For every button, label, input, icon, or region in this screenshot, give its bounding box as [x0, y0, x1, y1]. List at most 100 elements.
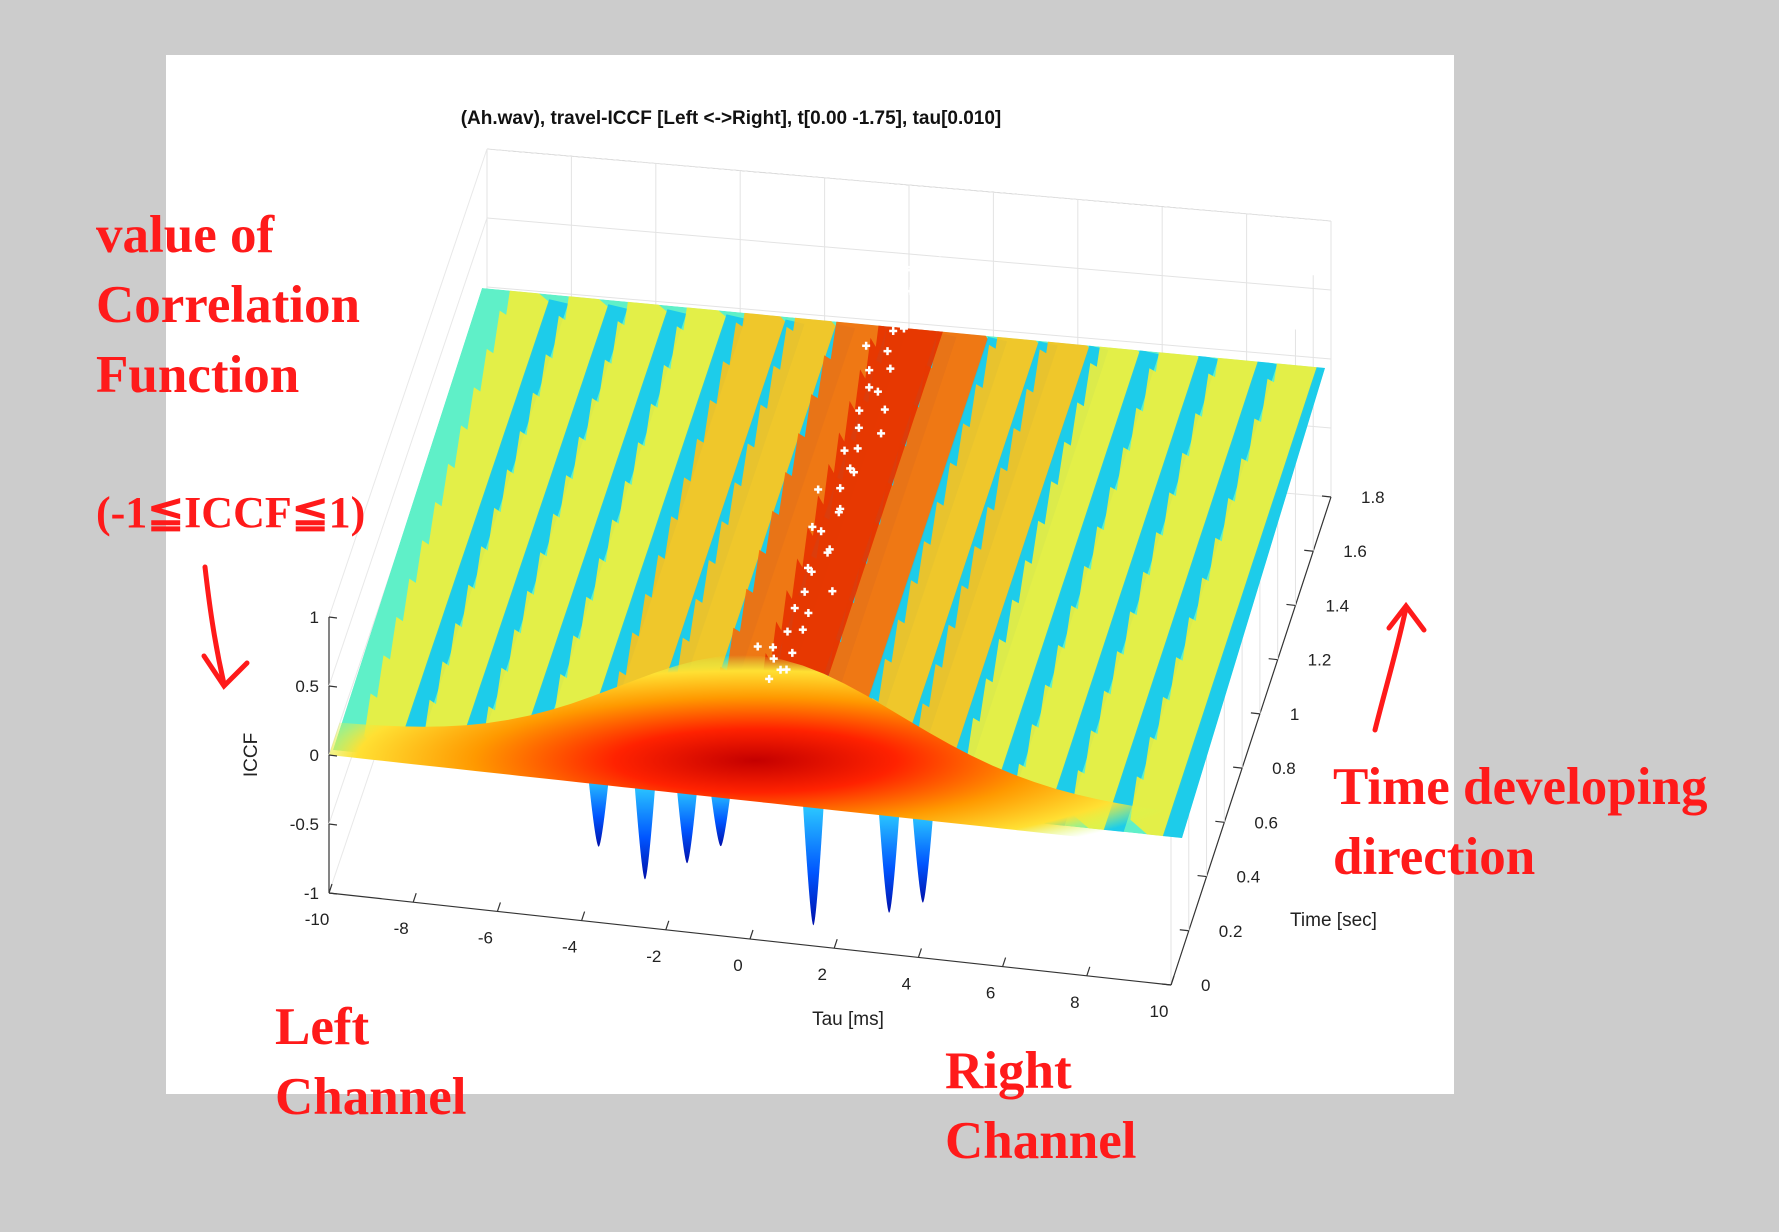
- x-tick-mark: [412, 893, 417, 903]
- peak-marker: [936, 248, 945, 257]
- z-tick-label: 0: [310, 746, 319, 765]
- peak-marker: [804, 608, 813, 617]
- surface-ridge: [903, 310, 1090, 821]
- peak-marker: [769, 654, 778, 663]
- z-tick-mark: [328, 892, 338, 895]
- y-tick-mark: [1304, 549, 1314, 552]
- peak-marker: [783, 627, 792, 636]
- central-ridge: [750, 288, 946, 799]
- peak-marker: [782, 665, 791, 674]
- y-tick-mark: [1233, 766, 1243, 769]
- peak-marker: [902, 266, 911, 275]
- y-tick-label: 0.6: [1254, 813, 1278, 832]
- y-tick-label: 1.2: [1308, 651, 1332, 670]
- time-direction-annotation: Time developing direction: [1333, 752, 1707, 892]
- peak-marker: [828, 587, 837, 596]
- x-tick-label: 2: [817, 965, 826, 984]
- y-tick-label: 1.8: [1361, 488, 1385, 507]
- y-tick-mark: [1286, 603, 1296, 607]
- surface-trough: [512, 309, 687, 778]
- peak-marker: [899, 324, 908, 333]
- peak-marker: [836, 504, 845, 513]
- peak-markers: [753, 248, 945, 683]
- z-tick-label: -0.5: [290, 815, 319, 834]
- x-tick-label: 4: [902, 974, 911, 993]
- peak-marker: [891, 303, 900, 312]
- peak-marker: [790, 604, 799, 613]
- peak-marker: [840, 446, 849, 455]
- up-arrow: [1372, 601, 1427, 733]
- peak-marker: [788, 648, 797, 657]
- surface-ridge: [423, 288, 609, 769]
- negative-dip: [802, 794, 825, 926]
- peak-marker: [753, 642, 762, 651]
- peak-mound: [329, 655, 1182, 847]
- chart-title: (Ah.wav), travel-ICCF [Left <->Right], t…: [461, 108, 1002, 129]
- peak-marker: [886, 364, 895, 373]
- x-tick-mark: [496, 902, 501, 912]
- y-tick-mark: [1161, 983, 1172, 986]
- x-tick-label: -2: [646, 947, 661, 966]
- y-tick-label: 0.2: [1219, 922, 1243, 941]
- x-tick-mark: [665, 920, 670, 930]
- grid-line: [328, 217, 488, 687]
- grid-line: [328, 148, 488, 618]
- x-tick-mark: [749, 929, 754, 940]
- peak-marker: [800, 587, 809, 596]
- y-tick-label: 1: [1290, 705, 1299, 724]
- iccf-range-annotation: (-1≦ICCF≦1): [96, 488, 366, 537]
- x-tick-label: 6: [986, 984, 995, 1003]
- x-tick-mark: [917, 948, 922, 958]
- peak-marker: [803, 563, 812, 572]
- peak-marker: [814, 485, 823, 494]
- surface-ridge: [953, 323, 1140, 827]
- z-tick-label: -1: [304, 884, 319, 903]
- negative-dip: [709, 784, 732, 847]
- axis-line: [1170, 496, 1332, 986]
- peak-marker: [865, 383, 874, 392]
- peak-marker: [880, 405, 889, 414]
- y-tick-mark: [1250, 712, 1260, 715]
- surface-trough: [983, 349, 1159, 829]
- surface-ridge: [364, 288, 550, 763]
- surface-ridge: [599, 288, 786, 788]
- surface-ridge: [852, 305, 1039, 816]
- value-label-line-2: Correlation: [96, 276, 360, 334]
- x-tick-label: 8: [1070, 993, 1079, 1012]
- x-tick-label: -6: [478, 928, 493, 947]
- negative-dips: [587, 770, 934, 926]
- peak-marker: [922, 285, 931, 294]
- peak-marker: [883, 347, 892, 356]
- surface-trough: [1101, 360, 1278, 838]
- y-tick-mark: [1321, 495, 1332, 498]
- peak-marker: [808, 522, 817, 531]
- z-tick-label: 1: [310, 608, 319, 627]
- z-axis-ticks: 1 0.5 0 -0.5 -1: [290, 608, 338, 903]
- right-channel-line-2: Channel: [945, 1112, 1137, 1170]
- value-function-annotation: value of Correlation Function: [96, 200, 360, 410]
- z-tick-label: 0.5: [295, 677, 319, 696]
- down-arrow: [201, 564, 250, 690]
- surface-ridge: [1130, 338, 1318, 838]
- y-tick-label: 0.4: [1237, 868, 1261, 887]
- value-label-line-3: Function: [96, 346, 300, 404]
- peak-marker: [817, 527, 826, 536]
- x-tick-label: 10: [1150, 1002, 1169, 1021]
- negative-dip: [587, 770, 610, 847]
- z-tick-mark: [328, 616, 338, 619]
- x-axis-label: Tau [ms]: [812, 1009, 884, 1030]
- y-tick-mark: [1215, 820, 1225, 823]
- peak-marker: [889, 326, 898, 335]
- y-tick-mark: [1268, 658, 1278, 661]
- negative-dip: [676, 780, 699, 864]
- x-tick-mark: [328, 883, 333, 894]
- peak-marker: [798, 625, 807, 634]
- x-tick-label: 0: [733, 956, 742, 975]
- grid-line: [486, 148, 1332, 222]
- surface-trough: [1042, 355, 1219, 835]
- peak-marker: [855, 406, 864, 415]
- negative-dip: [911, 806, 934, 903]
- left-channel-line-1: Left: [275, 998, 370, 1056]
- negative-dip: [633, 775, 656, 880]
